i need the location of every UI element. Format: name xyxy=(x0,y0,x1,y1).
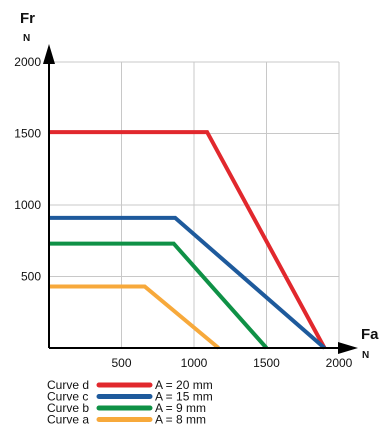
x-tick-label-2000: 2000 xyxy=(326,356,353,370)
y-tick-label-2000: 2000 xyxy=(14,55,41,69)
grid xyxy=(49,61,340,348)
x-tick-label-500: 500 xyxy=(111,356,131,370)
legend-spec-curve-b: A = 9 mm xyxy=(155,401,206,415)
legend-label-curve-d: Curve d xyxy=(47,378,89,392)
series-lines xyxy=(49,130,327,350)
x-tick-label-1500: 1500 xyxy=(253,356,280,370)
legend-label-curve-a: Curve a xyxy=(47,413,89,427)
y-axis-unit: N xyxy=(23,33,30,44)
legend-spec-curve-c: A = 15 mm xyxy=(155,390,213,404)
x-tick-label-1000: 1000 xyxy=(181,356,208,370)
y-tick-label-500: 500 xyxy=(21,270,41,284)
x-axis-arrow xyxy=(338,342,358,354)
legend-spec-curve-d: A = 20 mm xyxy=(155,378,213,392)
x-axis-title: Fa xyxy=(361,326,379,343)
series-line-curve-d xyxy=(49,130,327,349)
legend-label-curve-c: Curve c xyxy=(47,390,88,404)
axis-titles: Fr N Fa N xyxy=(20,10,379,361)
y-axis-title: Fr xyxy=(20,10,35,27)
y-axis-arrow xyxy=(43,44,55,64)
legend-spec-curve-a: A = 8 mm xyxy=(155,413,206,427)
y-tick-label-1500: 1500 xyxy=(14,127,41,141)
legend-label-curve-b: Curve b xyxy=(47,401,89,415)
tick-labels: 500 1000 1500 2000 500 1000 1500 2000 xyxy=(14,55,352,370)
series-line-curve-b xyxy=(49,241,268,350)
series-line-curve-a xyxy=(49,284,220,350)
x-axis-unit: N xyxy=(362,350,369,361)
axes xyxy=(43,44,358,354)
y-tick-label-1000: 1000 xyxy=(14,198,41,212)
series-line-curve-c xyxy=(49,215,326,350)
legend: Curve d A = 20 mm Curve c A = 15 mm Curve b A… xyxy=(47,378,213,427)
